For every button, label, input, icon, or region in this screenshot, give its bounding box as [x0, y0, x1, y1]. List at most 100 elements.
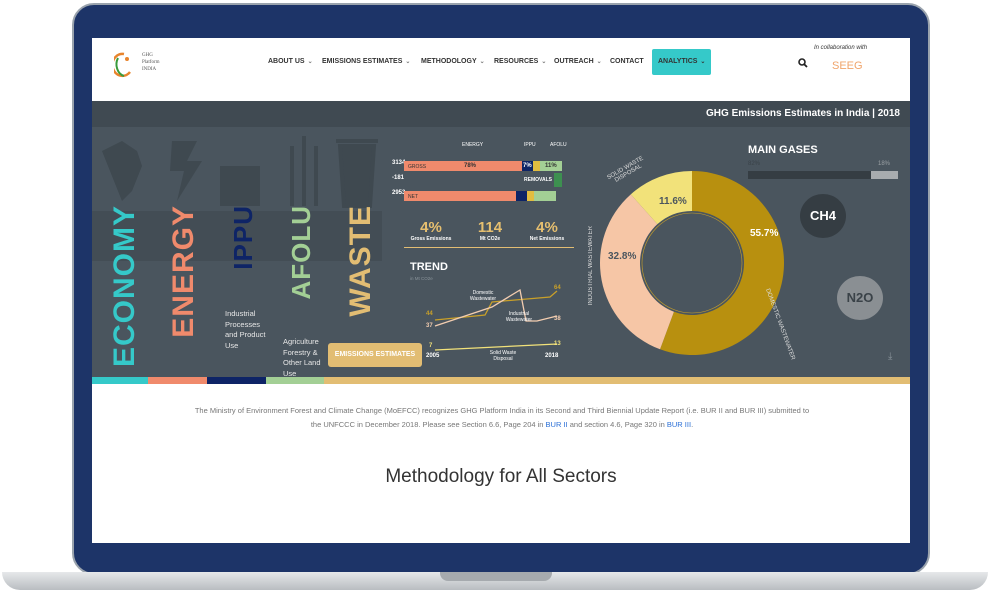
- net-energy-bar[interactable]: NET: [404, 191, 516, 201]
- ghg-platform-logo[interactable]: GHG Platform INDIA: [114, 50, 164, 80]
- nav-label: ANALYTICS: [658, 58, 698, 65]
- nav-label: CONTACT: [610, 58, 644, 65]
- industrial-pct: 32.8%: [608, 251, 637, 262]
- donut-slice-1[interactable]: [600, 194, 674, 350]
- bur-ii-link[interactable]: BUR II: [545, 420, 568, 429]
- net-waste-bar[interactable]: [527, 191, 534, 201]
- laptop-notch: [440, 572, 552, 581]
- main-nav: ABOUT US ⌄ EMISSIONS ESTIMATES ⌄ METHODOLO…: [92, 49, 910, 75]
- infographic-header: GHG Emissions Estimates in India | 2018: [92, 101, 910, 127]
- solid-end: 13: [554, 341, 561, 347]
- sector-waste[interactable]: WASTE: [344, 205, 377, 317]
- energy-label: ENERGY: [462, 142, 484, 148]
- nav-outreach[interactable]: OUTREACH ⌄: [554, 49, 602, 75]
- energy-pct: 78%: [464, 163, 477, 169]
- donut-slice-2[interactable]: [630, 171, 692, 225]
- divider: [404, 247, 574, 248]
- afolu-description: Agriculture Forestry & Other Land Use: [283, 337, 321, 378]
- nav-resources[interactable]: RESOURCES ⌄: [494, 49, 546, 75]
- net-afolu-bar[interactable]: [534, 191, 556, 201]
- start-year: 2005: [426, 353, 440, 359]
- infographic-title: GHG Emissions Estimates in India | 2018: [706, 108, 900, 119]
- end-year: 2018: [545, 353, 559, 359]
- intro-end: .: [691, 420, 694, 429]
- gross-value: 3134: [392, 160, 406, 166]
- stat-gross: 4% Gross Emissions: [401, 219, 461, 242]
- ch4-cloud: CH4: [800, 194, 846, 238]
- search-button[interactable]: [798, 55, 808, 73]
- afolu-swatch: [266, 377, 324, 384]
- download-icon[interactable]: ⤓: [888, 351, 893, 362]
- net-ippu-bar[interactable]: [516, 191, 527, 201]
- main-gases-title: MAIN GASES: [748, 144, 818, 156]
- solid-waste-line: [434, 343, 558, 351]
- sector-icons: [102, 136, 378, 208]
- ch4-pct: 82%: [748, 161, 761, 167]
- gross-ippu-bar[interactable]: 7%: [522, 161, 533, 171]
- ippu-description: Industrial Processes and Product Use: [225, 309, 266, 350]
- sector-economy[interactable]: ECONOMY: [108, 205, 141, 368]
- band: [92, 211, 382, 261]
- industrial-line: [434, 288, 558, 327]
- trend-unit: in Mt CO2e: [410, 276, 433, 281]
- domestic-end: 64: [554, 285, 561, 291]
- removals-bar[interactable]: [554, 173, 562, 187]
- nav-label: EMISSIONS ESTIMATES: [322, 58, 403, 65]
- nav-contact[interactable]: CONTACT: [610, 49, 644, 75]
- gross-afolu-bar[interactable]: 11%: [540, 161, 562, 171]
- intro-mid: and section 4.6, Page 320 in: [567, 420, 667, 429]
- search-icon: [798, 58, 808, 68]
- nav-label: METHODOLOGY: [421, 58, 477, 65]
- solid-start: 7: [429, 343, 433, 349]
- sector-energy[interactable]: ENERGY: [167, 205, 200, 338]
- emissions-estimates-button[interactable]: EMISSIONS ESTIMATES: [328, 343, 422, 367]
- nav-about-us[interactable]: ABOUT US ⌄: [268, 49, 313, 75]
- sector-afolu[interactable]: AFOLU: [286, 205, 316, 300]
- sector-ippu[interactable]: IPPU: [228, 205, 258, 270]
- economy-swatch: [92, 377, 148, 384]
- intro-body: The Ministry of Environment Forest and C…: [194, 406, 810, 429]
- removals-label: REMOVALS: [524, 177, 552, 183]
- logo-text: GHG: [142, 53, 153, 58]
- india-map-icon: [102, 141, 142, 201]
- removals-value: -181: [392, 175, 405, 181]
- intro-text: The Ministry of Environment Forest and C…: [192, 404, 812, 432]
- chevron-down-icon: ⌄: [700, 59, 706, 65]
- gross-energy-bar[interactable]: GROSS 78%: [404, 161, 522, 171]
- afolu-pct: 11%: [545, 163, 557, 169]
- solid-label: Solid Waste Disposal: [489, 350, 517, 362]
- waste-donut-chart: [600, 171, 785, 355]
- nav-label: RESOURCES: [494, 58, 539, 65]
- bur-iii-link[interactable]: BUR III: [666, 420, 692, 429]
- domestic-start: 44: [426, 311, 433, 317]
- chevron-down-icon: ⌄: [541, 59, 547, 65]
- stat-net: 4% Net Emissions: [517, 219, 577, 242]
- energy-swatch: [148, 377, 207, 384]
- nav-methodology[interactable]: METHODOLOGY ⌄: [421, 49, 485, 75]
- gross-waste-bar[interactable]: [533, 161, 540, 171]
- donut-slice-0[interactable]: [660, 171, 785, 355]
- nav-emissions-estimates[interactable]: EMISSIONS ESTIMATES ⌄: [322, 49, 410, 75]
- stat-value: 114: [477, 219, 503, 236]
- gases-bar: [748, 171, 898, 179]
- logo-text: INDIA: [142, 67, 157, 72]
- lightning-icon: [170, 141, 202, 201]
- wheat-icon: [290, 136, 318, 206]
- industrial-label: Industrial Wastewater: [505, 311, 533, 323]
- donut-inner-ring: [641, 212, 743, 314]
- nav-label: OUTREACH: [554, 58, 594, 65]
- laptop-base: [2, 572, 988, 590]
- chevron-down-icon: ⌄: [596, 59, 602, 65]
- nav-analytics[interactable]: ANALYTICS ⌄: [652, 49, 712, 75]
- sector-color-bar: [92, 377, 910, 384]
- trash-icon: [336, 139, 378, 208]
- stat-label: Gross Emissions: [410, 236, 452, 242]
- factory-icon: [220, 166, 260, 206]
- trend-title: TREND: [410, 261, 448, 273]
- stat-value: 4%: [536, 219, 558, 236]
- seeg-logo[interactable]: SEEG: [832, 60, 863, 72]
- domestic-pct: 55.7%: [750, 228, 779, 239]
- emissions-infographic: GHG Emissions Estimates in India | 2018 …: [92, 101, 910, 384]
- chevron-down-icon: ⌄: [405, 59, 411, 65]
- gross-label: GROSS: [408, 164, 427, 170]
